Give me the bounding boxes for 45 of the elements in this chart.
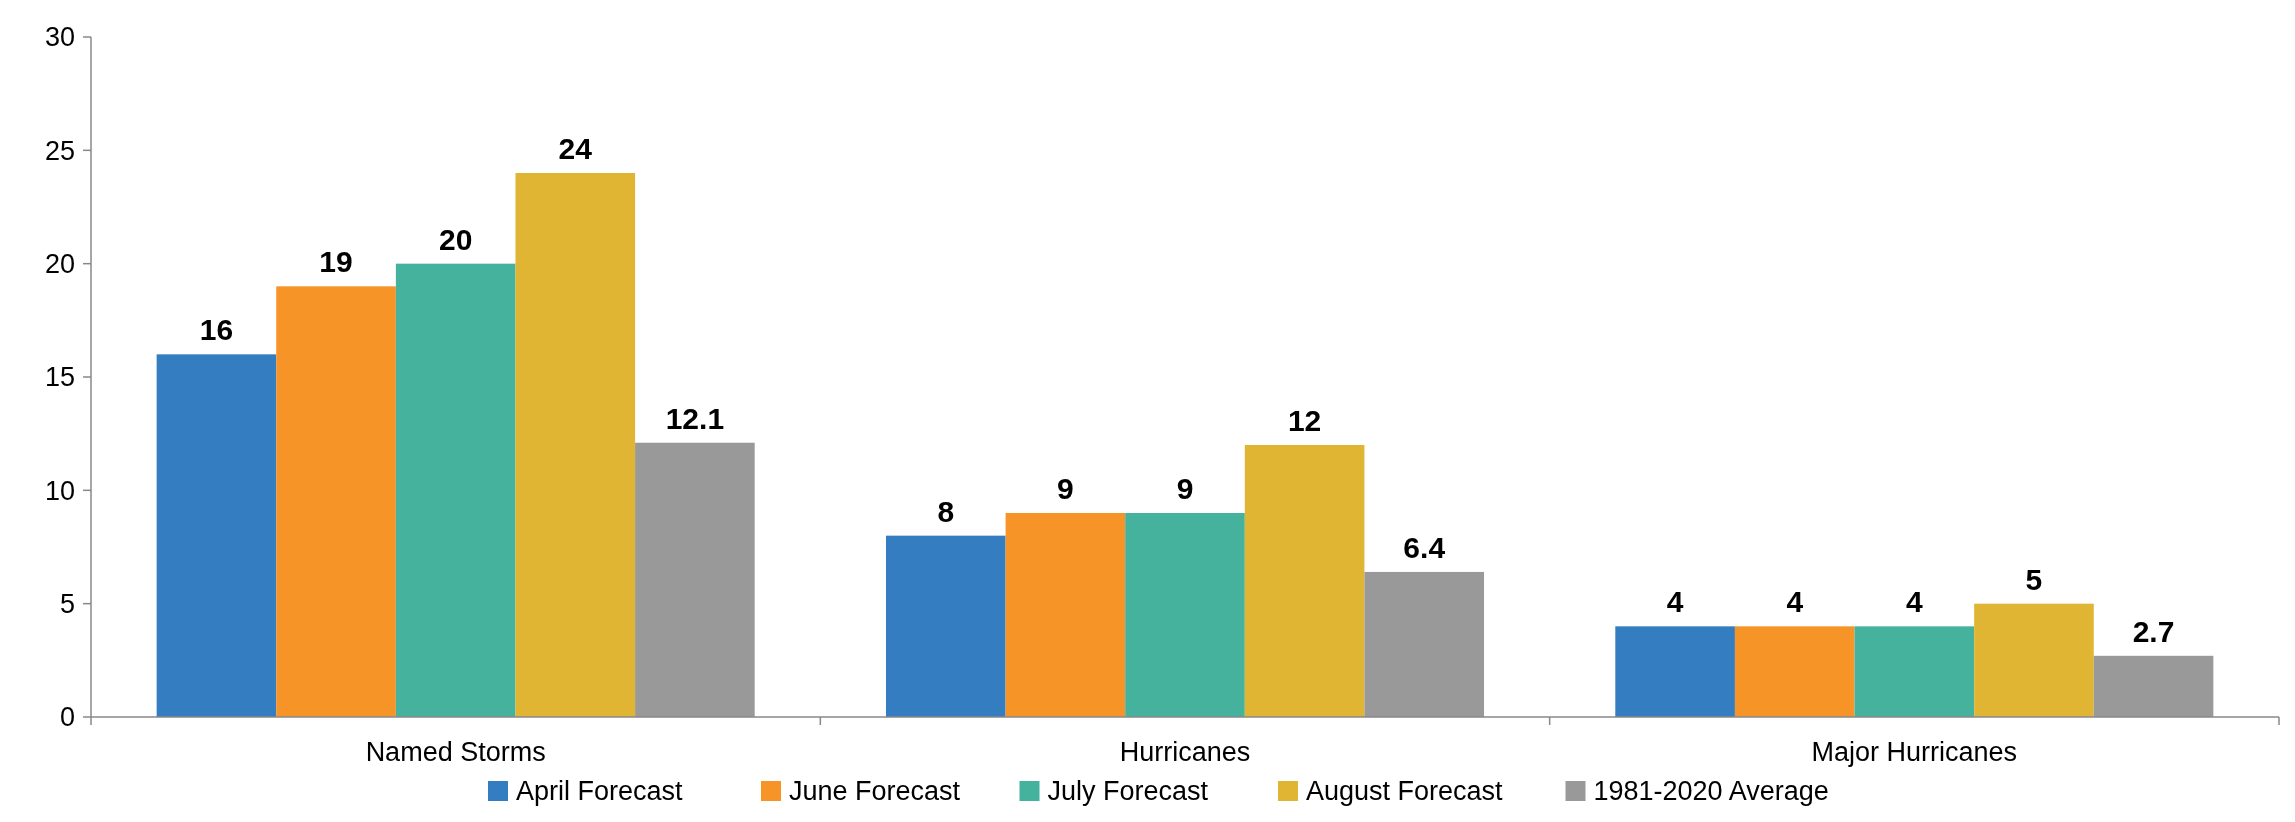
bar — [1854, 626, 1975, 717]
bar — [1615, 626, 1735, 717]
y-tick-label: 15 — [44, 362, 75, 393]
bar — [156, 354, 277, 717]
bar — [885, 535, 1006, 717]
legend-label: 1981-2020 Average — [1593, 776, 1829, 806]
bar — [1005, 513, 1126, 717]
data-label: 4 — [1786, 585, 1804, 619]
y-tick-label: 20 — [44, 249, 75, 280]
y-tick-label: 0 — [59, 702, 75, 733]
legend-label: April Forecast — [516, 776, 684, 806]
data-label: 9 — [1176, 472, 1194, 505]
data-label: 24 — [558, 132, 593, 165]
bar — [2093, 655, 2214, 717]
y-tick-label: 10 — [44, 475, 75, 506]
x-tick-label: Major Hurricanes — [1811, 737, 2018, 767]
legend-label: July Forecast — [1047, 776, 1209, 806]
bar — [1364, 571, 1485, 717]
data-label: 8 — [937, 494, 955, 528]
data-label: 2.7 — [2132, 614, 2175, 648]
legend-label: June Forecast — [789, 776, 961, 806]
bar — [1974, 603, 2094, 717]
x-tick-label: Named Storms — [365, 737, 546, 767]
bar — [635, 442, 755, 717]
data-label: 9 — [1057, 472, 1074, 505]
bar — [1244, 445, 1365, 717]
data-label: 19 — [319, 245, 353, 279]
data-label: 20 — [438, 222, 473, 256]
data-label: 16 — [199, 313, 234, 347]
bar — [395, 263, 516, 717]
data-label: 12.1 — [665, 401, 725, 435]
y-tick-label: 30 — [44, 22, 75, 53]
y-tick-label: 5 — [59, 589, 75, 620]
data-label: 12 — [1287, 404, 1322, 437]
bar — [1125, 513, 1245, 717]
data-label: 6.4 — [1403, 530, 1446, 564]
bar — [515, 173, 636, 717]
x-tick-label: Hurricanes — [1119, 737, 1251, 767]
bar — [276, 286, 396, 717]
data-label: 5 — [2025, 562, 2043, 596]
data-label: 4 — [1666, 585, 1684, 619]
legend-label: August Forecast — [1306, 776, 1504, 806]
bar — [1734, 626, 1855, 717]
data-label: 4 — [1905, 585, 1923, 619]
y-tick-label: 25 — [44, 135, 75, 166]
